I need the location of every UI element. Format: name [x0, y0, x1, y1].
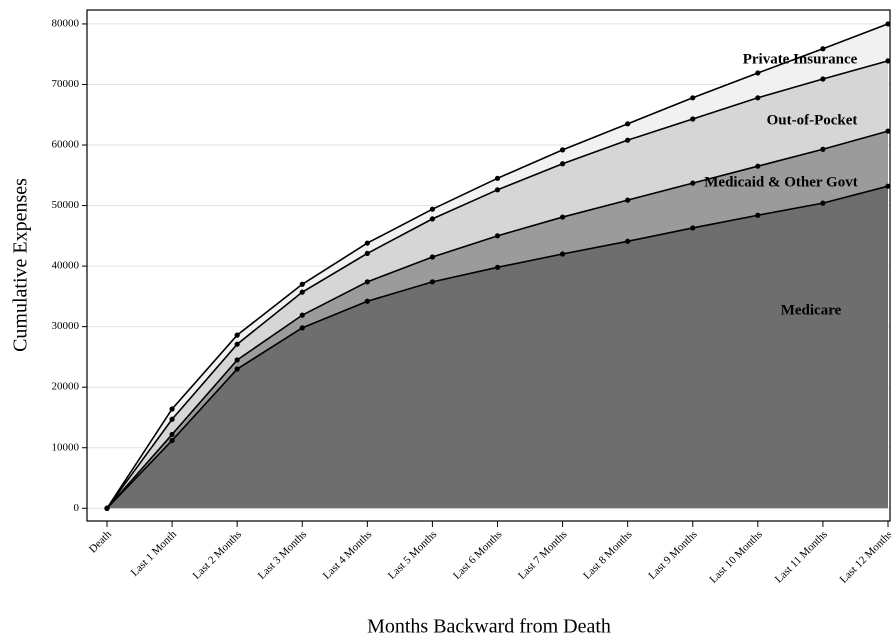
point [429, 206, 436, 212]
series-label: Medicare [781, 302, 842, 318]
point [885, 183, 891, 189]
point [234, 332, 240, 338]
x-tick-label: Last 7 Months [516, 528, 569, 581]
point [299, 281, 305, 287]
point [690, 95, 696, 101]
y-tick-label: 20000 [52, 381, 80, 393]
x-tick-label: Last 3 Months [256, 528, 309, 581]
point [169, 406, 175, 412]
point [299, 289, 305, 295]
x-tick-label: Last 11 Months [773, 528, 830, 585]
point [169, 437, 175, 444]
x-tick-label: Last 12 Months [838, 528, 891, 585]
series-label: Out-of-Pocket [767, 112, 858, 128]
point [625, 121, 631, 127]
area [107, 186, 888, 509]
point [299, 312, 305, 318]
point [559, 161, 566, 167]
x-tick-label: Last 8 Months [581, 528, 634, 581]
point [429, 216, 436, 222]
point [690, 116, 696, 122]
point [494, 187, 501, 193]
point [690, 180, 696, 186]
point [364, 279, 370, 285]
point [104, 505, 110, 511]
x-tick-label: Last 6 Months [451, 528, 504, 581]
y-tick-label: 70000 [52, 78, 80, 90]
point [429, 279, 436, 285]
point [690, 225, 696, 231]
area [107, 23, 888, 509]
point [820, 200, 826, 206]
x-tick-label: Death [87, 528, 114, 555]
point [885, 21, 891, 27]
point [755, 70, 761, 76]
series-label: Medicaid & Other Govt [704, 174, 857, 190]
point [169, 431, 175, 438]
point [885, 128, 891, 134]
x-tick-label: Last 9 Months [646, 528, 699, 581]
point [559, 147, 566, 153]
point [364, 298, 370, 304]
point [364, 250, 370, 256]
point [494, 264, 501, 270]
point [625, 238, 631, 244]
y-tick-label: 0 [74, 502, 80, 514]
point [364, 240, 370, 246]
x-tick-label: Last 2 Months [191, 528, 244, 581]
y-axis-title: Cumulative Expenses [10, 178, 32, 352]
y-tick-label: 60000 [52, 139, 80, 151]
point [234, 366, 240, 372]
point [820, 76, 826, 82]
point [559, 214, 566, 220]
y-tick-label: 80000 [52, 17, 80, 29]
point [494, 175, 501, 181]
x-axis-title: Months Backward from Death [367, 616, 611, 638]
point [429, 254, 436, 260]
series-label: Private Insurance [743, 51, 858, 67]
point [755, 212, 761, 218]
point [885, 58, 891, 64]
y-tick-label: 10000 [52, 441, 80, 453]
y-tick-label: 50000 [52, 199, 80, 211]
point [820, 146, 826, 152]
point [625, 137, 631, 143]
point [299, 325, 305, 331]
x-tick-label: Last 4 Months [321, 528, 374, 581]
point [234, 357, 240, 363]
point [494, 233, 501, 239]
x-tick-label: Last 1 Month [129, 528, 180, 579]
x-tick-label: Last 10 Months [707, 528, 764, 585]
point [169, 416, 175, 422]
point [234, 341, 240, 347]
y-tick-label: 40000 [52, 260, 80, 272]
x-tick-label: Last 5 Months [386, 528, 439, 581]
point [755, 95, 761, 101]
point [820, 46, 826, 52]
y-tick-label: 30000 [52, 320, 80, 332]
area [107, 60, 888, 509]
point [755, 163, 761, 169]
point [559, 251, 566, 257]
plot-frame [86, 9, 891, 522]
point [625, 197, 631, 203]
